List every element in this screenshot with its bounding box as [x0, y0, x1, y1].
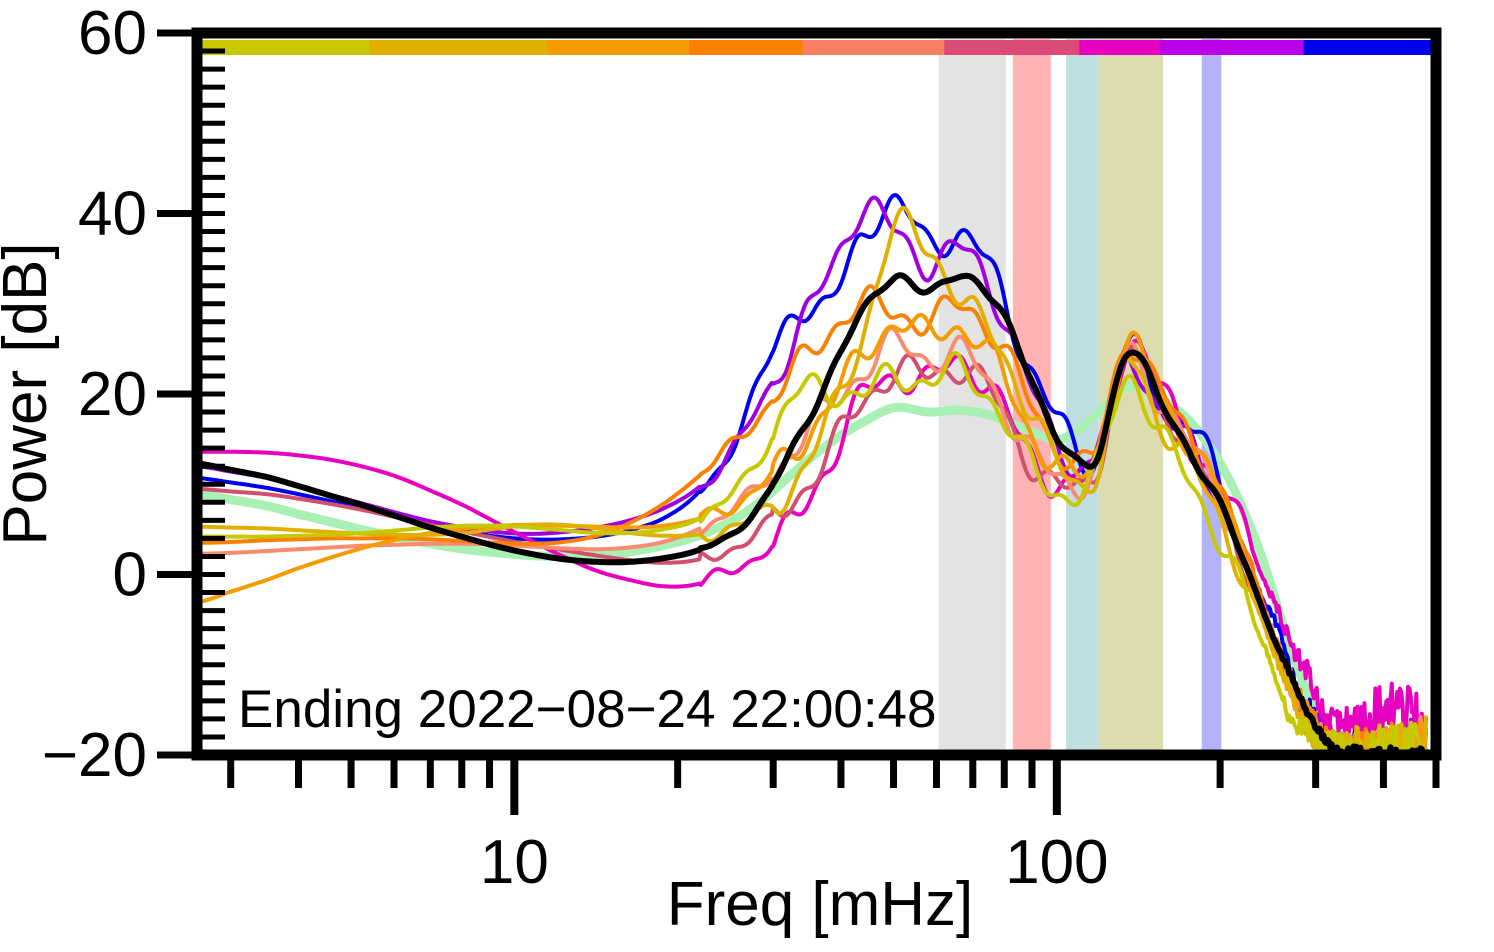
x-axis-label: Freq [mHz] [667, 870, 974, 939]
band-lavender [1201, 39, 1222, 755]
time-progression-colorbar [197, 40, 1436, 55]
colorbar-segment-7 [1160, 40, 1305, 55]
colorbar-segment-6 [1079, 40, 1162, 55]
y-tick-label: 60 [78, 0, 147, 68]
colorbar-segment-5 [944, 40, 1081, 55]
ending-timestamp-annotation: Ending 2022−08−24 22:00:48 [238, 680, 937, 739]
colorbar-segment-0 [197, 40, 371, 55]
data-curves-group [197, 193, 1431, 755]
y-tick-label: 0 [113, 541, 147, 610]
x-axis-tick-labels: 10 100 [480, 828, 1109, 897]
axis-frame [191, 27, 1442, 761]
series-curve-olive [197, 351, 1428, 755]
band-cyan [1066, 39, 1099, 755]
colorbar-segment-2 [547, 40, 691, 55]
series-curve-gold [197, 205, 1428, 755]
y-axis-tick-labels: 60 40 20 0 −20 [42, 0, 147, 790]
series-mean-black [197, 272, 1429, 755]
y-axis-ticks [157, 29, 225, 759]
colorbar-segment-4 [802, 40, 946, 55]
y-tick-label: −20 [42, 721, 147, 790]
x-tick-label: 100 [1005, 828, 1108, 897]
y-tick-label: 40 [78, 180, 147, 249]
colorbar-segment-1 [369, 40, 549, 55]
x-tick-label: 10 [480, 828, 549, 897]
colorbar-segment-8 [1303, 40, 1436, 55]
colorbar-segment-3 [689, 40, 804, 55]
y-tick-label: 20 [78, 360, 147, 429]
x-axis-ticks [227, 760, 1440, 815]
y-axis-label: Power [dB] [0, 242, 60, 545]
